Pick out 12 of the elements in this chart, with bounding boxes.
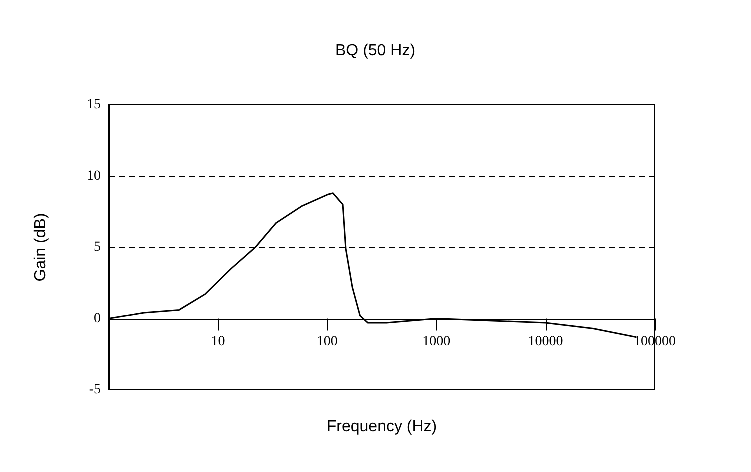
y-axis-title: Gain (dB) [32, 213, 50, 282]
y-tick-label: 0 [94, 311, 101, 326]
y-tick-label: -5 [89, 382, 101, 398]
y-tick-label: 10 [87, 168, 101, 184]
y-tick-label: 15 [87, 98, 101, 112]
x-tick-label: 100 [316, 334, 338, 350]
x-tick-label: 1000 [422, 334, 451, 350]
x-tick-label: 10000 [528, 334, 564, 350]
y-tick-label: 5 [94, 240, 101, 255]
x-tick-label: 10 [211, 334, 226, 350]
chart-title: BQ (50 Hz) [335, 42, 416, 60]
x-axis-title: Frequency (Hz) [326, 418, 438, 436]
